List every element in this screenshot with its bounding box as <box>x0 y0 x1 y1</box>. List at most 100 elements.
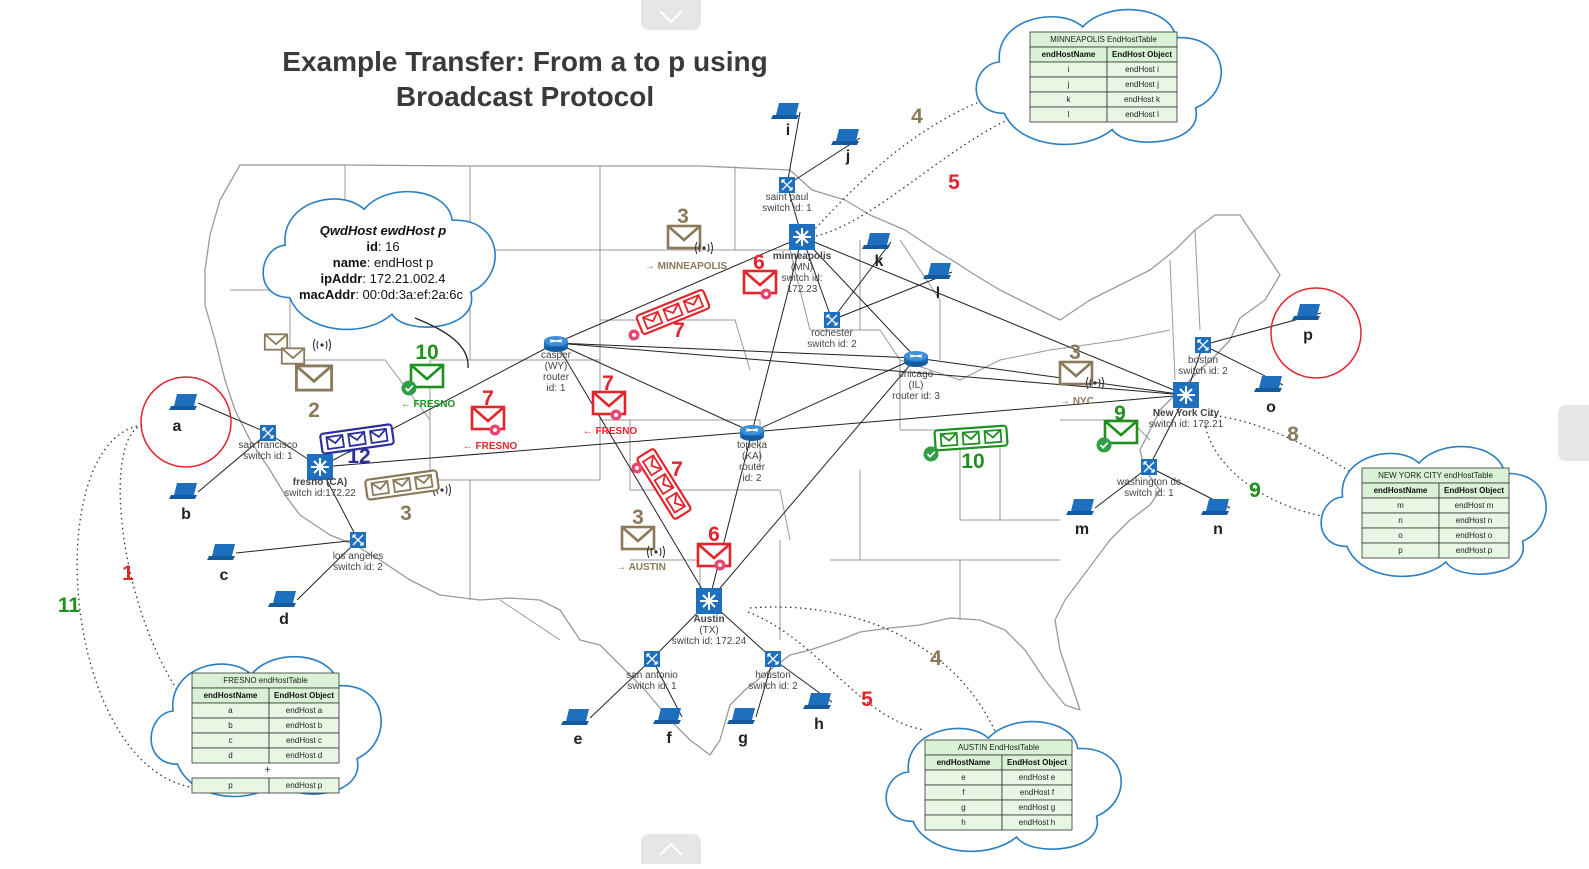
drop-marker-center <box>614 413 618 417</box>
device-label: id: 2 <box>743 473 762 484</box>
host-e[interactable]: e <box>561 709 589 748</box>
side-panel-tab[interactable] <box>1558 405 1589 461</box>
endhost-table-austin: AUSTIN EndHostTable endHostName EndHost Ob… <box>924 739 1073 831</box>
laptop-icon <box>169 483 197 499</box>
switch-icon <box>778 176 796 194</box>
device-chicago[interactable]: chicago(IL)router id: 3 <box>892 350 940 402</box>
table-title: FRESNO endHostTable <box>223 676 308 685</box>
table-cell-text: c <box>229 736 233 745</box>
host-p[interactable]: p <box>1292 304 1320 344</box>
envelope-icon <box>370 480 390 497</box>
ack-check-icon <box>923 446 939 462</box>
host-label: h <box>814 716 824 733</box>
envelope-group-3 <box>364 469 440 501</box>
device-austin[interactable]: Austin(TX)switch id: 172.24 <box>672 587 747 647</box>
router-icon <box>903 350 929 368</box>
host-label: p <box>1303 327 1313 344</box>
table-cell-text: endHost n <box>1456 516 1492 525</box>
dotted-path <box>119 424 191 709</box>
envelope-group-10 <box>933 424 1009 452</box>
info-separator: : <box>355 287 362 302</box>
host-h[interactable]: h <box>803 693 831 733</box>
host-d[interactable]: d <box>268 591 296 628</box>
device-label: router <box>739 462 766 473</box>
device-label: (IL) <box>909 380 924 391</box>
table-cell-text: n <box>1398 516 1402 525</box>
table-cell-text: j <box>1067 80 1070 89</box>
table-cell-text: endHost d <box>286 751 322 760</box>
laptop-icon <box>831 129 859 145</box>
host-m[interactable]: m <box>1066 499 1094 538</box>
table-cell-text: k <box>1067 95 1072 104</box>
host-label: c <box>220 567 229 584</box>
core-switch-icon <box>1172 381 1200 409</box>
table-cell-text: a <box>228 706 233 715</box>
check-mark <box>404 385 414 392</box>
device-fresno[interactable]: fresno (CA)switch id:172.22 <box>284 453 356 499</box>
host-l[interactable]: l <box>923 263 951 302</box>
core-switch-icon <box>695 587 723 615</box>
table-cell-text: h <box>961 818 965 827</box>
slide-collapse-tab[interactable] <box>641 0 701 30</box>
info-key: macAddr <box>299 287 355 302</box>
host-o[interactable]: o <box>1254 376 1282 416</box>
step-number: 12 <box>347 445 370 468</box>
network-link <box>197 432 269 493</box>
device-label: (WY) <box>545 361 568 372</box>
host-g[interactable]: g <box>727 708 755 747</box>
host-k[interactable]: k <box>862 233 890 270</box>
device-minneapolis[interactable]: minneapolis(MN)switch id:172.23 <box>773 223 832 295</box>
endhost-info-cloud <box>262 190 496 331</box>
host-label: i <box>786 122 790 139</box>
info-key: id <box>366 239 378 254</box>
table-cell <box>268 747 340 764</box>
info-key: ipAddr <box>320 271 362 286</box>
network-link <box>589 658 653 719</box>
table-header: EndHost Object <box>1112 50 1172 59</box>
table-cell-text: endHost g <box>1019 803 1055 812</box>
envelope-icon <box>280 347 306 365</box>
device-label: Austin <box>693 614 724 625</box>
table-cell <box>1001 814 1073 831</box>
table-cell-text: endHost f <box>1020 788 1055 797</box>
host-b[interactable]: b <box>169 483 197 523</box>
host-label: k <box>875 253 884 270</box>
host-a[interactable]: a <box>169 394 197 435</box>
table-cell-text: e <box>961 773 966 782</box>
host-j[interactable]: j <box>831 129 859 165</box>
laptop-icon <box>653 708 681 724</box>
envelope-icon <box>591 390 627 416</box>
network-link <box>555 342 710 602</box>
table-cell-text: endHost o <box>1456 531 1493 540</box>
slide-expand-tab[interactable] <box>641 834 701 866</box>
envelope-icon <box>742 269 778 295</box>
network-link <box>755 658 774 718</box>
table-header: endHostName <box>1374 486 1428 495</box>
table-title: AUSTIN EndHostTable <box>958 743 1040 752</box>
network-link <box>235 539 359 554</box>
device-label: san francisco <box>239 440 298 451</box>
laptop-icon <box>1254 376 1282 392</box>
host-i[interactable]: i <box>771 103 799 139</box>
step-number: 3 <box>400 502 412 525</box>
table-cell-text: l <box>1068 110 1070 119</box>
table-header: endHostName <box>937 758 991 767</box>
dotted-path <box>749 606 1001 744</box>
host-f[interactable]: f <box>653 708 681 747</box>
table-header: EndHost Object <box>1007 758 1067 767</box>
laptop-icon <box>268 591 296 607</box>
host-c[interactable]: c <box>207 544 235 584</box>
host-n[interactable]: n <box>1201 499 1229 538</box>
table-cell-text: endHost e <box>1019 773 1056 782</box>
